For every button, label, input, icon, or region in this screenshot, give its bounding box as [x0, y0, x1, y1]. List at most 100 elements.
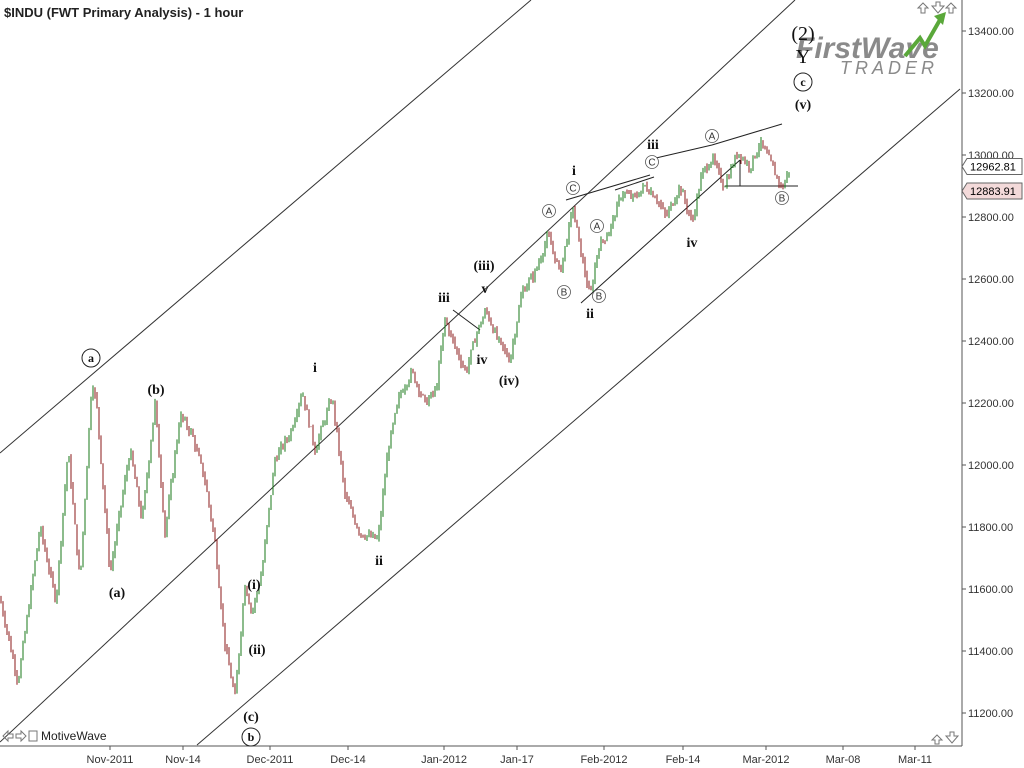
wave-label-text: (c) [243, 710, 259, 725]
wave-label: ii [375, 554, 383, 569]
minor-wave-circle [705, 129, 719, 143]
iv-connector-line [452, 309, 481, 331]
y-tick-label: 11200.00 [968, 708, 1013, 720]
wave-label-circle [241, 727, 261, 747]
wave-label-text: i [572, 164, 576, 179]
y-tick-label: 12400.00 [968, 336, 1014, 348]
y-tick-label: 11800.00 [968, 522, 1013, 534]
wave-label-text: c [800, 75, 806, 89]
scroll-up-icon[interactable] [916, 2, 930, 14]
wave-label: ii [586, 307, 594, 322]
x-tick-label: Feb-14 [666, 754, 701, 766]
price-markers: 12962.81 12883.91 [961, 158, 1023, 200]
wave-label-text: v [482, 282, 489, 297]
price-marker-label: 12883.91 [970, 186, 1016, 198]
zoom-in-icon[interactable] [944, 2, 958, 14]
chart-title: $INDU (FWT Primary Analysis) - 1 hour [4, 5, 243, 20]
wave-label-text: iv [477, 353, 488, 368]
wedge-upper-line-2 [614, 176, 655, 191]
x-tick-label: Dec-2011 [247, 754, 294, 766]
channel-line-2 [196, 88, 961, 746]
wedge-upper-line-1 [565, 174, 651, 201]
logo-sub-text: TRADER [840, 58, 938, 78]
minor-wave-text: B [779, 194, 786, 205]
minor-wave-labels: A B C A B C A B [542, 129, 789, 303]
wave-label: v [482, 282, 489, 297]
wave-label: (v) [795, 98, 812, 113]
channel-lines [0, 0, 961, 746]
plot-area [0, 0, 962, 746]
wave-label: c [793, 72, 813, 92]
wave-label-text: b [248, 730, 255, 744]
wave-label-text: i [313, 361, 317, 376]
price-marker-box [961, 182, 1023, 200]
minor-wave-label: A [542, 204, 556, 218]
wave-label: iii [438, 291, 450, 306]
price-marker-label: 12962.81 [970, 162, 1016, 174]
wave-label: (a) [109, 586, 126, 601]
x-tick-label: Nov-2011 [87, 754, 134, 766]
wave-label: (iii) [474, 259, 495, 274]
wave-label: (2) [791, 23, 814, 45]
wave-label: (i) [247, 578, 261, 593]
minor-wave-circle [645, 155, 659, 169]
minor-wave-label: A [590, 219, 604, 233]
wave-label-text: iv [687, 236, 698, 251]
price-marker-box [961, 158, 1023, 176]
minor-wave-label: A [705, 129, 719, 143]
wave-label-text: (iii) [474, 259, 495, 274]
logo-arrow-head-icon [934, 12, 946, 25]
scroll-left-icon[interactable] [2, 729, 14, 743]
wave-label-text: (v) [795, 98, 812, 113]
minor-wave-label: B [557, 285, 571, 299]
scale-down-icon[interactable] [944, 731, 960, 744]
minor-wave-circle [775, 191, 789, 205]
minor-wave-text: B [596, 292, 603, 303]
wave-label-text: ii [375, 554, 383, 569]
y-tick-label: 12000.00 [968, 460, 1014, 472]
wave-label: i [572, 164, 576, 179]
wave-label-text: ii [586, 307, 594, 322]
wave-label-text: (ii) [248, 643, 265, 658]
minor-wave-circle [592, 289, 606, 303]
y-tick-label: 13200.00 [968, 88, 1014, 100]
wave-label-text: (iv) [499, 374, 520, 389]
x-tick-label: Dec-14 [330, 754, 365, 766]
wave-label: iv [477, 353, 488, 368]
scale-up-icon[interactable] [930, 734, 944, 745]
wave-label: Y [796, 46, 810, 68]
scroll-right-icon[interactable] [15, 729, 27, 743]
wave-label: b [241, 727, 261, 747]
minor-wave-text: C [648, 158, 655, 169]
wave-labels: a(a)(b)(i)(ii)(c)biiiiii(iii)viv(iv)iiii… [81, 23, 815, 747]
bottom-right-nav[interactable] [930, 731, 960, 745]
logo-arrow-icon [903, 17, 943, 58]
wave-label-circle [793, 72, 813, 92]
bar-spacing-icon[interactable] [28, 730, 38, 742]
wave-label: (b) [147, 383, 164, 398]
x-tick-label: Mar-11 [898, 754, 932, 766]
minor-wave-label: B [775, 191, 789, 205]
y-tick-label: 12600.00 [968, 274, 1014, 286]
triangle-upper-line [711, 123, 783, 146]
wave-label: i [313, 361, 317, 376]
firstwave-logo: FirstWave TRADER [796, 12, 946, 78]
wave-label-text: (i) [247, 578, 261, 593]
wave-label: iv [687, 236, 698, 251]
minor-wave-text: A [594, 222, 601, 233]
brand-label: MotiveWave [41, 729, 107, 743]
wave-label-text: (b) [147, 383, 164, 398]
minor-wave-circle [566, 181, 580, 195]
top-nav-controls[interactable] [916, 1, 958, 14]
scroll-down-icon[interactable] [930, 1, 946, 14]
wedge-lines [452, 123, 798, 331]
y-tick-label: 11600.00 [968, 584, 1013, 596]
wave-label: a [81, 348, 101, 368]
channel-line-1 [0, 0, 796, 743]
wave-label-circle [81, 348, 101, 368]
price-marker: 12962.81 [961, 158, 1023, 176]
bottom-left-nav[interactable]: MotiveWave [2, 729, 107, 743]
logo-main-text: FirstWave [796, 32, 939, 65]
wave-label: (ii) [248, 643, 265, 658]
minor-wave-circle [590, 219, 604, 233]
